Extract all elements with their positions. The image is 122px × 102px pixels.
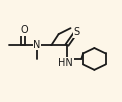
Text: S: S [73, 27, 79, 37]
Text: N: N [33, 40, 41, 50]
Text: HN: HN [58, 58, 73, 68]
Text: O: O [20, 25, 28, 35]
